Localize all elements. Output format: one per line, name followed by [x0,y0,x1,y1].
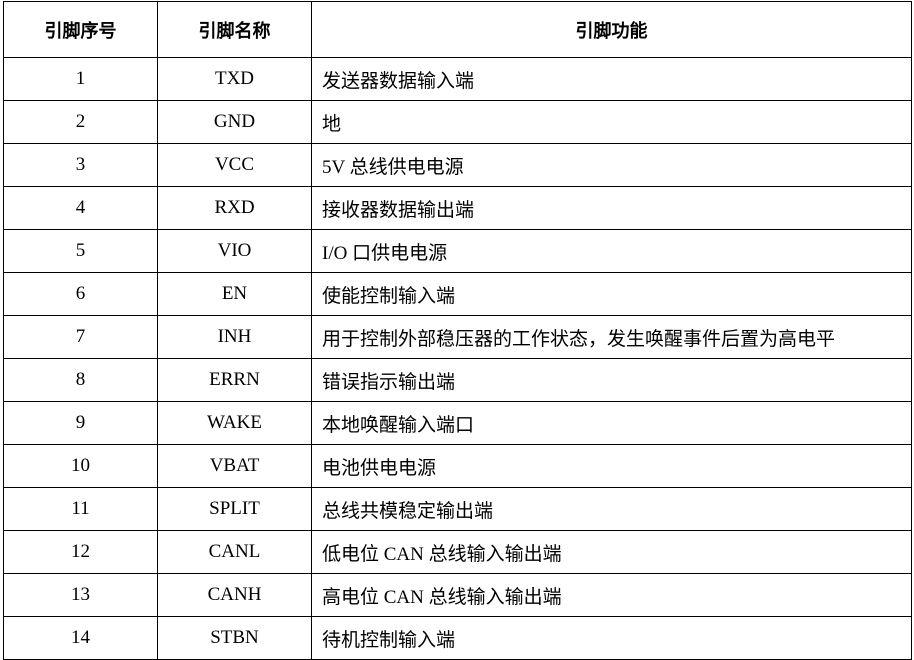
pin-function-cell: 低电位 CAN 总线输入输出端 [311,530,912,574]
pin-function-cell: 错误指示输出端 [311,358,912,402]
pin-name-cell: VIO [157,229,312,273]
header-row: 引脚序号 引脚名称 引脚功能 [3,1,912,58]
pin-number-cell: 3 [3,143,158,187]
pin-number-cell: 4 [3,186,158,230]
pin-function-cell: 总线共模稳定输出端 [311,487,912,531]
pin-number-cell: 6 [3,272,158,316]
pin-function-cell: 使能控制输入端 [311,272,912,316]
pin-name-cell: SPLIT [157,487,312,531]
table-row: 11 SPLIT 总线共模稳定输出端 [3,487,912,531]
pin-number-cell: 14 [3,616,158,660]
pin-name-cell: CANL [157,530,312,574]
pin-number-cell: 10 [3,444,158,488]
table-row: 13 CANH 高电位 CAN 总线输入输出端 [3,573,912,617]
pin-function-cell: 5V 总线供电电源 [311,143,912,187]
pin-number-cell: 1 [3,57,158,101]
table-row: 5 VIO I/O 口供电电源 [3,229,912,273]
pin-function-cell: 用于控制外部稳压器的工作状态，发生唤醒事件后置为高电平 [311,315,912,359]
pin-name-cell: VBAT [157,444,312,488]
pin-name-cell: EN [157,272,312,316]
pin-function-cell: 电池供电电源 [311,444,912,488]
table-row: 7 INH 用于控制外部稳压器的工作状态，发生唤醒事件后置为高电平 [3,315,912,359]
table-row: 1 TXD 发送器数据输入端 [3,57,912,101]
pin-function-cell: 地 [311,100,912,144]
pin-number-cell: 12 [3,530,158,574]
pin-name-cell: CANH [157,573,312,617]
pin-function-cell: 本地唤醒输入端口 [311,401,912,445]
pin-table: 引脚序号 引脚名称 引脚功能 1 TXD 发送器数据输入端 2 GND 地 3 VCC 5V 总… [3,1,912,660]
table-row: 2 GND 地 [3,100,912,144]
table-row: 8 ERRN 错误指示输出端 [3,358,912,402]
pin-number-cell: 9 [3,401,158,445]
pin-name-cell: VCC [157,143,312,187]
pin-number-cell: 5 [3,229,158,273]
pin-function-cell: 接收器数据输出端 [311,186,912,230]
pin-name-cell: TXD [157,57,312,101]
pin-name-cell: INH [157,315,312,359]
header-pin-number: 引脚序号 [3,1,158,58]
pin-name-cell: RXD [157,186,312,230]
pin-name-cell: STBN [157,616,312,660]
table-row: 3 VCC 5V 总线供电电源 [3,143,912,187]
pin-number-cell: 8 [3,358,158,402]
pin-name-cell: GND [157,100,312,144]
table-row: 10 VBAT 电池供电电源 [3,444,912,488]
pin-name-cell: ERRN [157,358,312,402]
pin-name-cell: WAKE [157,401,312,445]
table-row: 6 EN 使能控制输入端 [3,272,912,316]
table-row: 12 CANL 低电位 CAN 总线输入输出端 [3,530,912,574]
table-row: 9 WAKE 本地唤醒输入端口 [3,401,912,445]
header-pin-name: 引脚名称 [157,1,312,58]
table-row: 14 STBN 待机控制输入端 [3,616,912,660]
pin-number-cell: 2 [3,100,158,144]
pin-function-cell: 待机控制输入端 [311,616,912,660]
pin-number-cell: 11 [3,487,158,531]
header-pin-function: 引脚功能 [311,1,912,58]
pin-number-cell: 7 [3,315,158,359]
pin-function-cell: 高电位 CAN 总线输入输出端 [311,573,912,617]
pin-function-cell: 发送器数据输入端 [311,57,912,101]
pin-function-cell: I/O 口供电电源 [311,229,912,273]
table-row: 4 RXD 接收器数据输出端 [3,186,912,230]
pin-number-cell: 13 [3,573,158,617]
